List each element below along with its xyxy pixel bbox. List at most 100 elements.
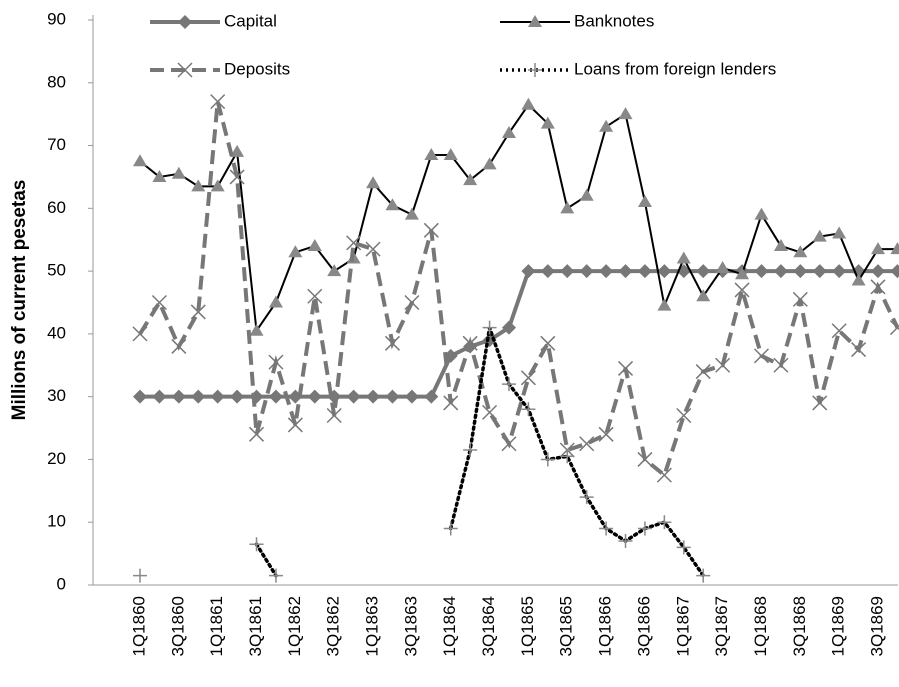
marker [346,389,361,404]
marker [152,389,167,404]
marker [229,169,245,185]
marker [599,264,614,279]
marker [462,335,478,351]
y-tick-label: 20 [47,449,66,468]
x-tick-label: 3Q1866 [634,596,653,657]
marker [385,198,400,211]
marker [171,166,186,179]
x-tick-label: 3Q1862 [324,596,343,657]
marker [171,338,187,354]
legend-label: Loans from foreign lenders [574,59,776,78]
marker [637,195,652,208]
marker [230,389,245,404]
marker [754,264,769,279]
marker [521,402,536,417]
marker [307,288,323,304]
marker [618,264,633,279]
marker [482,157,497,170]
marker [249,389,264,404]
marker [832,264,847,279]
marker [579,188,594,201]
marker [560,449,575,464]
y-tick-label: 60 [47,198,66,217]
marker [792,291,808,307]
marker [424,147,439,160]
series-line [140,269,898,399]
x-tick-label: 3Q1863 [401,596,420,657]
marker [365,241,381,257]
marker [404,294,420,311]
marker [327,264,342,277]
marker [230,144,245,157]
y-tick-label: 40 [47,323,66,342]
marker [637,264,652,279]
marker [463,443,478,458]
marker [579,436,595,452]
legend-marker [178,15,192,29]
y-tick-label: 90 [47,9,66,28]
y-tick-label: 80 [47,72,66,91]
legend-marker [528,15,542,27]
marker [715,260,730,273]
y-tick-label: 0 [57,574,66,593]
marker [268,295,283,308]
x-tick-label: 3Q1868 [790,596,809,657]
marker [404,207,419,220]
marker [502,377,516,392]
marker [133,568,147,583]
marker [482,404,498,420]
marker [696,289,711,302]
y-tick-label: 50 [47,261,66,280]
marker [598,426,614,442]
marker [676,540,691,555]
marker [871,264,885,279]
legend-marker [177,62,193,78]
marker [793,245,808,258]
x-tick-label: 1Q1864 [440,596,459,657]
marker [190,304,206,320]
marker [599,119,614,132]
marker [851,342,867,358]
x-tick-label: 1Q1867 [673,596,692,657]
y-tick-label: 70 [47,135,66,154]
marker [871,242,885,255]
marker [617,360,634,376]
marker [366,389,381,404]
legend-label: Banknotes [574,11,654,30]
marker [676,251,691,264]
marker [210,389,225,404]
marker [696,264,711,279]
marker [502,126,516,138]
marker [366,176,381,189]
marker [540,335,556,351]
marker [812,264,827,279]
marker [637,521,652,536]
legend-marker [528,63,542,77]
marker [287,417,303,433]
marker [463,173,478,186]
x-tick-label: 1Q1860 [129,596,148,657]
marker [754,207,769,220]
marker [637,451,653,467]
marker [443,147,458,160]
marker [870,279,886,295]
marker [346,235,362,251]
marker [695,364,711,380]
marker [831,323,847,339]
marker [832,226,847,239]
marker [521,97,536,110]
marker [618,107,633,120]
marker [812,395,828,411]
marker [443,395,459,411]
marker [268,568,283,583]
marker [889,320,899,336]
marker [133,154,147,167]
marker [696,568,711,583]
marker [579,264,594,279]
marker [307,389,322,404]
series-line [448,327,705,578]
marker [773,264,788,279]
marker [540,452,555,467]
marker [307,239,322,251]
marker [753,348,770,364]
